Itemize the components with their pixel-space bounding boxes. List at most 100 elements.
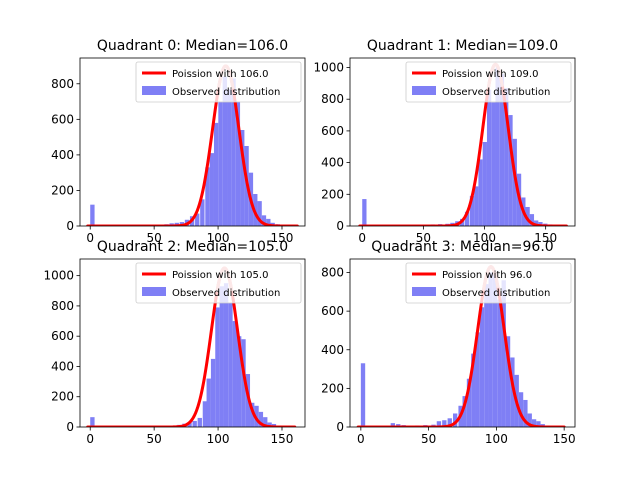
legend-line-label: Poission with 106.0 xyxy=(172,69,268,80)
x-tick-label: 150 xyxy=(271,432,294,446)
hist-bar xyxy=(527,413,532,427)
hist-bar xyxy=(228,302,233,427)
hist-bar xyxy=(478,159,483,226)
legend-hist-label: Observed distribution xyxy=(172,288,280,299)
hist-bar xyxy=(192,420,197,427)
hist-bar xyxy=(258,411,264,427)
x-tick-label: 50 xyxy=(147,231,162,245)
hist-bar xyxy=(227,89,232,226)
hist-bar xyxy=(202,401,208,427)
hist-bar xyxy=(205,167,210,226)
hist-bar xyxy=(90,417,95,427)
hist-bar xyxy=(525,206,530,226)
hist-bar xyxy=(462,396,467,427)
y-tick-label: 0 xyxy=(66,420,74,434)
y-tick-label: 800 xyxy=(321,92,344,106)
hist-bar xyxy=(218,101,223,226)
hist-bar xyxy=(534,220,539,226)
legend: Poission with 96.0 Observed distribution xyxy=(405,262,572,304)
hist-bar xyxy=(501,280,506,427)
subplot-title: Quadrant 1: Median=109.0 xyxy=(367,38,558,54)
legend-hist-swatch xyxy=(412,287,436,296)
hist-bar xyxy=(257,201,262,226)
fit-curve xyxy=(86,266,297,427)
hist-bar xyxy=(250,402,255,427)
hist-bar xyxy=(510,357,515,427)
plot-area-1 xyxy=(358,62,568,226)
x-tick-label: 100 xyxy=(485,432,508,446)
hist-bar xyxy=(469,195,475,226)
hist-bar xyxy=(538,222,543,226)
hist-bar xyxy=(231,78,236,226)
hist-bar xyxy=(471,353,476,427)
hist-bar xyxy=(267,422,272,427)
hist-bar xyxy=(531,419,537,427)
hist-bar xyxy=(505,336,511,427)
legend-hist-label: Observed distribution xyxy=(442,87,550,98)
y-tick-label: 200 xyxy=(51,390,74,404)
hist-bar xyxy=(474,186,479,226)
hist-bar xyxy=(187,422,192,427)
x-tick-label: 150 xyxy=(271,231,294,245)
legend-line-label: Poission with 105.0 xyxy=(172,270,268,281)
y-tick-label: 400 xyxy=(321,343,344,357)
y-tick-label: 600 xyxy=(321,304,344,318)
x-tick-label: 100 xyxy=(473,231,496,245)
x-tick-label: 0 xyxy=(358,231,366,245)
y-tick-label: 400 xyxy=(51,359,74,373)
legend-hist-swatch xyxy=(142,287,166,296)
hist-bar xyxy=(508,115,513,226)
legend-line-label: Poission with 96.0 xyxy=(442,270,532,281)
x-tick-label: 50 xyxy=(147,432,162,446)
hist-bar xyxy=(453,413,458,427)
subplot-1: 0 50 100 150 0 200 400 600 800 1000 Poission with … xyxy=(313,38,576,245)
hist-bar xyxy=(222,76,228,226)
legend: Poission with 106.0 Observed distribution xyxy=(135,61,302,103)
hist-bar xyxy=(464,211,470,226)
hist-bar xyxy=(266,218,271,226)
y-tick-label: 200 xyxy=(51,183,74,197)
x-tick-label: 0 xyxy=(86,231,94,245)
hist-bar xyxy=(523,399,528,427)
axes-frame xyxy=(349,258,576,428)
hist-bar xyxy=(263,417,268,427)
y-tick-label: 400 xyxy=(321,156,344,170)
hist-bar xyxy=(241,339,246,427)
y-tick-label: 800 xyxy=(51,299,74,313)
hist-bar xyxy=(475,332,480,427)
hist-bar xyxy=(206,378,211,427)
hist-bar xyxy=(497,299,502,427)
hist-bar xyxy=(504,88,509,226)
plot-area-2 xyxy=(86,266,297,427)
x-tick-label: 0 xyxy=(357,432,365,446)
subplot-title: Quadrant 3: Median=96.0 xyxy=(371,239,553,255)
legend-hist-label: Observed distribution xyxy=(442,288,550,299)
axes-frame xyxy=(79,258,306,428)
legend: Poission with 105.0 Observed distribution xyxy=(135,262,302,304)
hist-bar xyxy=(442,420,447,427)
hist-bar xyxy=(491,102,496,226)
y-tick-label: 200 xyxy=(321,187,344,201)
fit-curve xyxy=(358,62,568,226)
y-tick-label: 800 xyxy=(51,77,74,91)
hist-bar xyxy=(486,89,492,226)
hist-bar xyxy=(447,418,452,427)
x-tick-label: 50 xyxy=(416,231,431,245)
hist-bar xyxy=(529,214,535,226)
y-tick-label: 800 xyxy=(321,266,344,280)
legend-line-label: Poission with 109.0 xyxy=(442,69,538,80)
y-tick-label: 600 xyxy=(51,112,74,126)
subplot-title: Quadrant 2: Median=105.0 xyxy=(97,239,288,255)
legend-box xyxy=(405,61,572,103)
hist-bar xyxy=(232,321,237,427)
y-tick-label: 0 xyxy=(66,219,74,233)
plot-area-0 xyxy=(86,64,299,226)
hist-bar xyxy=(495,67,500,226)
hist-bar xyxy=(213,122,219,226)
y-tick-label: 200 xyxy=(321,381,344,395)
axes-frame xyxy=(349,57,576,227)
hist-bar xyxy=(390,423,395,427)
subplot-2: 0 50 100 150 0 200 400 600 800 1000 Poission with … xyxy=(43,239,306,446)
hist-bar xyxy=(436,421,442,427)
